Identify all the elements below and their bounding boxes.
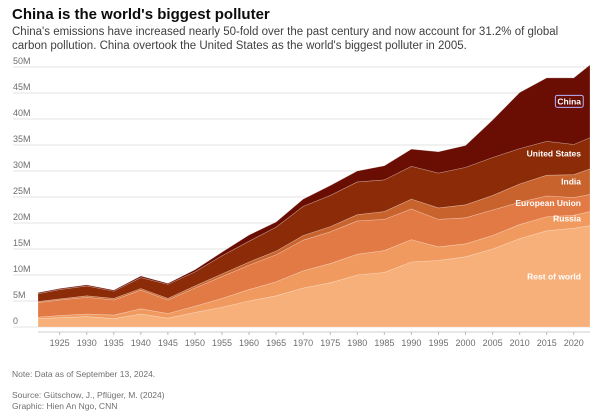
x-tick-label: 1975	[320, 338, 340, 348]
x-tick-label: 2020	[564, 338, 584, 348]
x-tick-label: 2015	[537, 338, 557, 348]
area-china	[37, 64, 591, 295]
series-label-india: India	[561, 177, 581, 187]
x-tick-label: 1935	[104, 338, 124, 348]
label-layer: Rest of world Russia European Union India Un…	[515, 94, 584, 281]
x-tick-label: 1960	[239, 338, 259, 348]
y-tick-label: 20M	[13, 212, 31, 222]
series-label-rest-of-world: Rest of world	[527, 271, 581, 281]
x-tick-label: 2000	[456, 338, 476, 348]
y-tick-label: 5M	[13, 290, 26, 300]
y-tick-label: 45M	[13, 82, 31, 92]
y-tick-label: 10M	[13, 264, 31, 274]
x-tick-label: 1980	[347, 338, 367, 348]
x-tick-label: 1930	[77, 338, 97, 348]
area-united-states	[37, 137, 591, 302]
series-label-russia: Russia	[553, 214, 581, 224]
chart-credit: Graphic: Hien An Ngo, CNN	[12, 401, 118, 411]
chart-source: Source: Gütschow, J., Pflüger, M. (2024)	[12, 390, 165, 400]
y-tick-label: 15M	[13, 238, 31, 248]
y-tick-label: 40M	[13, 108, 31, 118]
area-russia	[37, 211, 591, 319]
y-tick-label: 25M	[13, 186, 31, 196]
x-tick-label: 1990	[401, 338, 421, 348]
x-tick-label: 2005	[483, 338, 503, 348]
area-european-union	[37, 194, 591, 318]
chart-subtitle: China's emissions have increased nearly …	[12, 26, 559, 52]
series-label-european-union: European Union	[515, 198, 581, 208]
x-tick-label: 1950	[185, 338, 205, 348]
chart-note: Note: Data as of September 13, 2024.	[12, 369, 156, 379]
axis-layer: 0 5M 10M 15M 20M 25M 30M 35M 40M 45M 50M 1925 1930 19…	[13, 56, 590, 348]
x-tick-label: 1955	[212, 338, 232, 348]
series-label-united-states: United States	[527, 148, 582, 158]
x-tick-label: 1940	[131, 338, 151, 348]
x-tick-label: 1970	[293, 338, 313, 348]
area-rest-of-world	[37, 225, 591, 328]
series-label-china: China	[557, 96, 581, 106]
y-tick-label: 0	[13, 316, 18, 326]
x-tick-label: 1945	[158, 338, 178, 348]
x-tick-label: 2010	[510, 338, 530, 348]
x-tick-label: 1925	[50, 338, 70, 348]
area-india	[37, 168, 591, 303]
x-tick-label: 1985	[374, 338, 394, 348]
y-tick-label: 35M	[13, 134, 31, 144]
area-layer	[37, 64, 591, 328]
y-tick-label: 50M	[13, 56, 31, 66]
chart-title: China is the world's biggest polluter	[12, 6, 270, 23]
x-tick-label: 1995	[428, 338, 448, 348]
x-tick-label: 1965	[266, 338, 286, 348]
y-tick-label: 30M	[13, 160, 31, 170]
china-label-highlight	[554, 94, 584, 108]
